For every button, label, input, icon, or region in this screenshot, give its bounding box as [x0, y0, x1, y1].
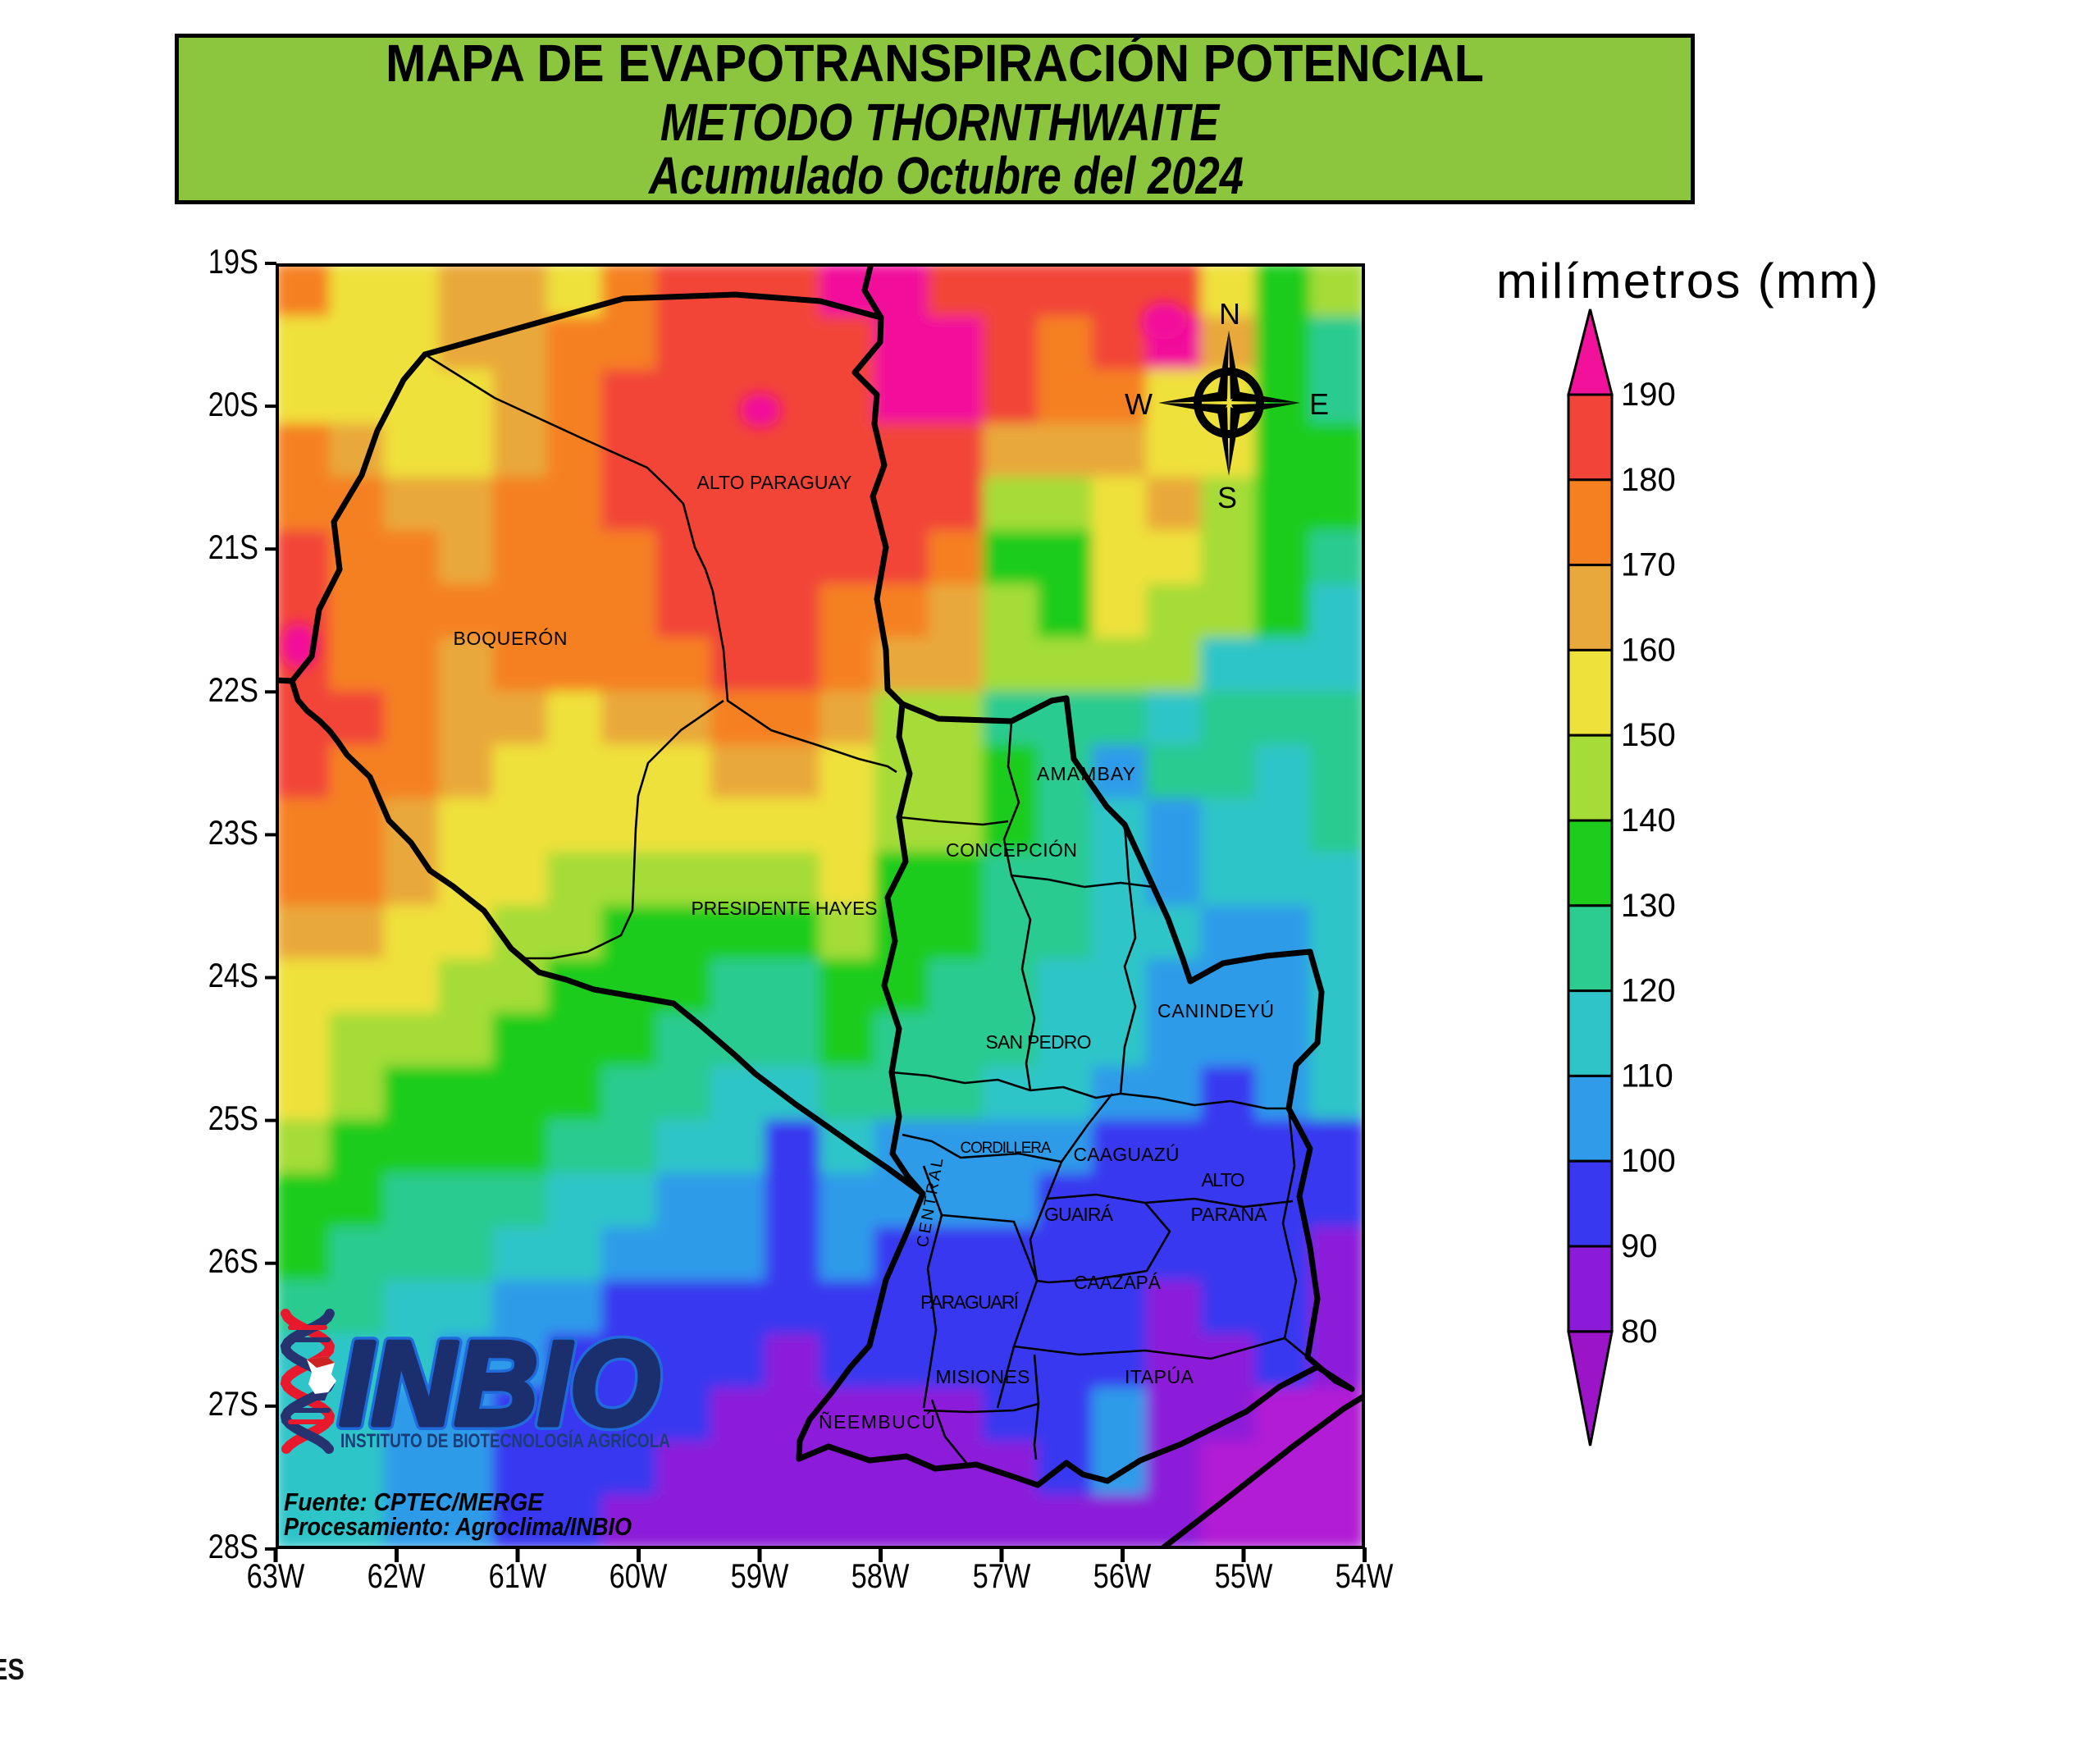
svg-text:160: 160 — [1621, 632, 1676, 668]
svg-text:CORDILLERA: CORDILLERA — [961, 1140, 1052, 1157]
svg-text:100: 100 — [1621, 1143, 1676, 1179]
svg-text:90: 90 — [1621, 1228, 1658, 1264]
svg-text:S: S — [1217, 481, 1237, 514]
svg-text:E: E — [1309, 387, 1329, 421]
svg-text:150: 150 — [1621, 717, 1676, 753]
svg-text:MISIONES: MISIONES — [936, 1366, 1030, 1387]
svg-text:GUAIRÁ: GUAIRÁ — [1044, 1204, 1114, 1225]
svg-text:W: W — [1125, 387, 1153, 421]
svg-text:Fuente: CPTEC/MERGE: Fuente: CPTEC/MERGE — [284, 1488, 544, 1516]
svg-text:ITAPÚA: ITAPÚA — [1125, 1366, 1194, 1387]
svg-text:Procesamiento: Agroclima/INBIO: Procesamiento: Agroclima/INBIO — [284, 1512, 632, 1541]
svg-text:BOQUERÓN: BOQUERÓN — [454, 628, 568, 649]
svg-text:CONCEPCIÓN: CONCEPCIÓN — [946, 839, 1077, 861]
svg-text:110: 110 — [1621, 1058, 1673, 1094]
svg-text:190: 190 — [1621, 377, 1676, 413]
svg-text:PARAGUARÍ: PARAGUARÍ — [920, 1291, 1020, 1313]
svg-text:CANINDEYÚ: CANINDEYÚ — [1157, 1000, 1274, 1021]
svg-text:INBIO: INBIO — [340, 1317, 660, 1450]
svg-text:ALTO PARAGUAY: ALTO PARAGUAY — [697, 472, 852, 493]
svg-text:PARANÁ: PARANÁ — [1191, 1204, 1268, 1225]
svg-text:N: N — [1219, 297, 1240, 331]
svg-text:ALTO: ALTO — [1202, 1169, 1245, 1190]
svg-text:CAAGUAZÚ: CAAGUAZÚ — [1074, 1144, 1180, 1165]
svg-text:INBIO: INBIO — [340, 1317, 660, 1450]
svg-text:180: 180 — [1621, 462, 1676, 498]
svg-text:170: 170 — [1621, 547, 1676, 583]
svg-text:140: 140 — [1621, 802, 1676, 839]
svg-text:CAAZAPÁ: CAAZAPÁ — [1074, 1272, 1162, 1293]
svg-text:130: 130 — [1621, 888, 1676, 924]
svg-text:SAN PEDRO: SAN PEDRO — [986, 1031, 1092, 1053]
svg-text:INSTITUTO DE BIOTECNOLOGÍA AGR: INSTITUTO DE BIOTECNOLOGÍA AGRÍCOLA — [340, 1429, 670, 1452]
svg-text:PRESIDENTE HAYES: PRESIDENTE HAYES — [692, 898, 878, 919]
svg-text:120: 120 — [1621, 973, 1676, 1009]
svg-text:80: 80 — [1621, 1314, 1658, 1350]
svg-text:AMAMBAY: AMAMBAY — [1037, 763, 1135, 784]
